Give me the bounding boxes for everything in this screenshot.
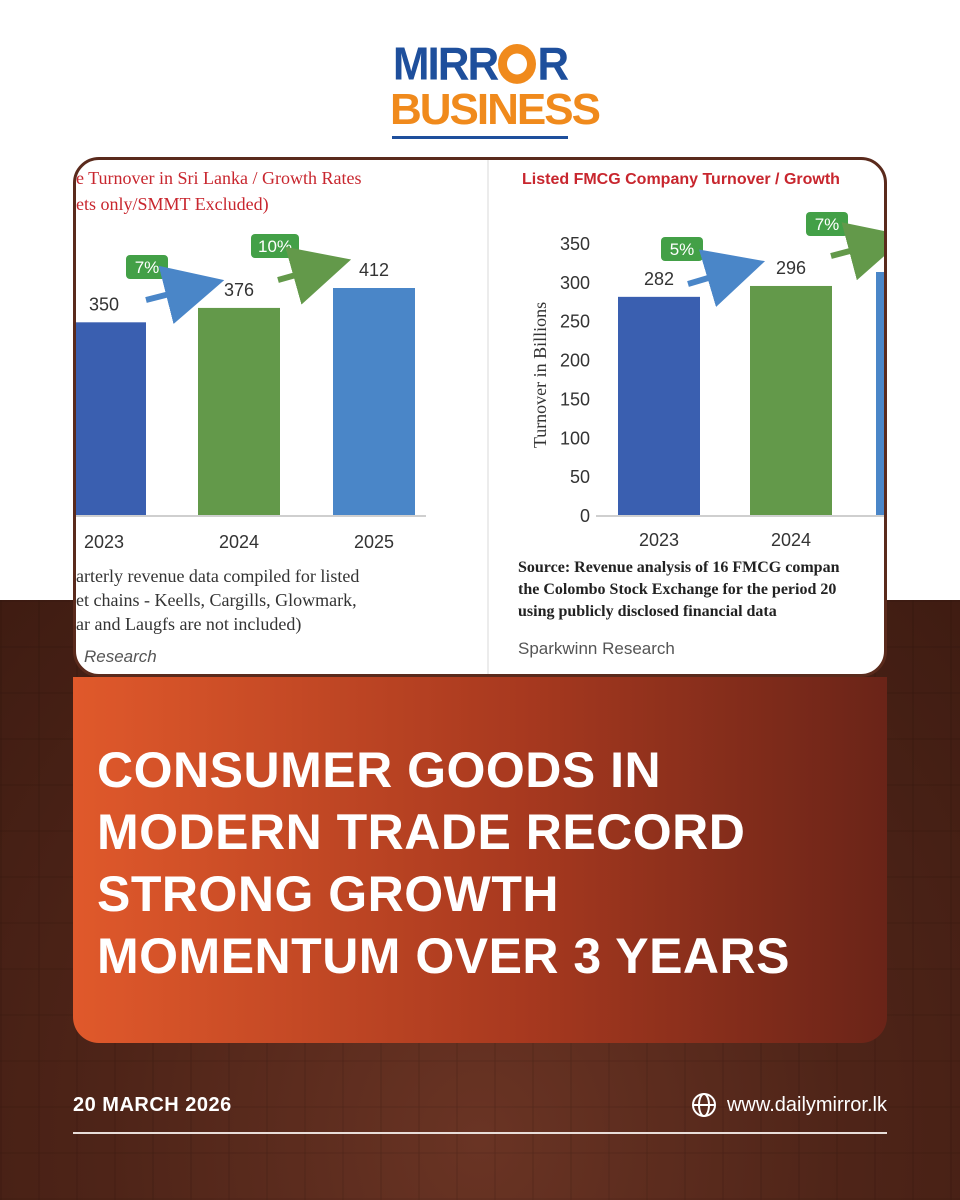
charts-graphic: e Turnover in Sri Lanka / Growth Rates e… (76, 160, 884, 674)
headline-line-3: STRONG GROWTH (97, 866, 560, 922)
right-ytick-label: 150 (560, 389, 590, 409)
right-category-label: 2023 (639, 530, 679, 550)
left-category-label: 2023 (84, 532, 124, 552)
left-growth-label-2: 10% (258, 237, 292, 256)
left-bar-2023 (76, 322, 146, 516)
right-source-line1: Source: Revenue analysis of 16 FMCG comp… (518, 559, 840, 576)
right-ytick-label: 0 (580, 506, 590, 526)
lion-emblem-icon (498, 44, 537, 84)
left-bar-value-label: 412 (359, 260, 389, 280)
left-bar-value-label: 350 (89, 294, 119, 314)
logo-line-business: BUSINESS (390, 85, 601, 134)
right-ytick-label: 350 (560, 234, 590, 254)
left-growth-label-1: 7% (135, 258, 160, 277)
left-growth-arrow-1 (145, 265, 225, 324)
right-ytick-label: 100 (560, 428, 590, 448)
left-bar-2025 (333, 288, 415, 516)
right-ytick-label: 250 (560, 312, 590, 332)
right-bar-2024 (750, 285, 832, 516)
headline-line-1: CONSUMER GOODS IN (97, 742, 662, 798)
right-chart-title: Listed FMCG Company Turnover / Growth (522, 171, 840, 188)
headline-line-2: MODERN TRADE RECORD (97, 804, 746, 860)
right-bar-partial (876, 272, 884, 516)
right-ytick-label: 50 (570, 467, 590, 487)
logo-mirror-prefix: MIRR (392, 38, 499, 91)
left-category-label: 2024 (219, 532, 259, 552)
left-note-line1: arterly revenue data compiled for listed (76, 566, 359, 586)
chart-image-card: e Turnover in Sri Lanka / Growth Rates e… (73, 157, 887, 677)
globe-icon (691, 1093, 716, 1117)
left-note-line3: ar and Laugfs are not included) (76, 614, 301, 635)
right-ytick-label: 300 (560, 273, 590, 293)
left-note-line2: et chains - Keells, Cargills, Glowmark, (76, 590, 357, 610)
right-growth-badge-2 (806, 212, 848, 236)
right-bar-value-label: 296 (776, 258, 806, 278)
website-url[interactable]: www.dailymirror.lk (726, 1093, 887, 1116)
brand-logo[interactable]: MIRR R BUSINESS (390, 38, 601, 139)
publish-date: 20 MARCH 2026 (73, 1094, 232, 1116)
logo-underline (392, 136, 568, 139)
headline-line-4: MOMENTUM OVER 3 YEARS (97, 928, 790, 984)
right-growth-badge-1 (661, 237, 703, 261)
logo-mirror-suffix: R (537, 38, 569, 91)
right-bar-2023 (618, 296, 700, 516)
left-category-label: 2025 (354, 532, 394, 552)
headline-card: CONSUMER GOODS IN MODERN TRADE RECORD ST… (73, 677, 887, 1043)
right-bar-value-label: 282 (644, 269, 674, 289)
right-growth-arrow-2 (830, 222, 884, 281)
right-growth-label-2: 7% (815, 215, 840, 234)
left-bar-2024 (198, 307, 280, 516)
right-ytick-label: 200 (560, 351, 590, 371)
right-source-line3: using publicly disclosed financial data (518, 603, 777, 620)
left-bar-value-label: 376 (224, 280, 254, 300)
left-credit: Research (84, 647, 157, 666)
left-chart-title-line1: e Turnover in Sri Lanka / Growth Rates (76, 168, 361, 188)
right-source-line2: the Colombo Stock Exchange for the perio… (518, 581, 836, 598)
website-link[interactable]: www.dailymirror.lk (691, 1092, 887, 1118)
left-chart-title-line2: ets only/SMMT Excluded) (76, 194, 269, 215)
headline: CONSUMER GOODS IN MODERN TRADE RECORD ST… (97, 739, 857, 987)
left-growth-arrow-2 (277, 246, 352, 305)
left-growth-badge-1 (126, 255, 168, 279)
logo-line-mirror: MIRR R (390, 38, 570, 91)
right-category-label: 2024 (771, 530, 811, 550)
right-growth-label-1: 5% (670, 240, 695, 259)
right-credit: Sparkwinn Research (518, 639, 675, 658)
footer-divider (73, 1132, 887, 1134)
right-chart-ylabel: Turnover in Billions (530, 302, 550, 448)
right-growth-arrow-1 (687, 249, 766, 307)
